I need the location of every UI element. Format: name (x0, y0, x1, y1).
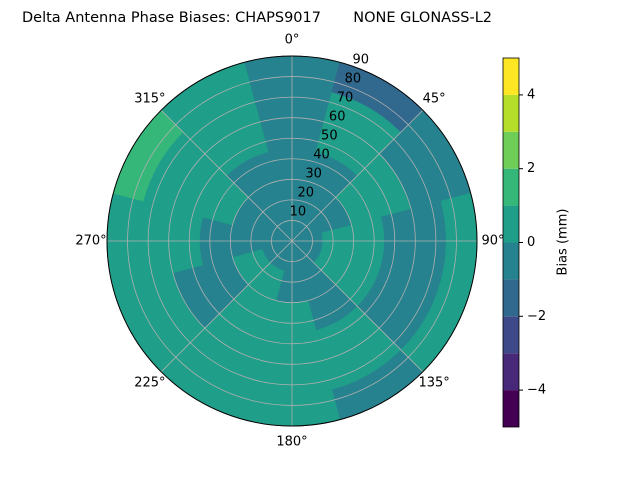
theta-tick-label: 315° (134, 91, 165, 106)
theta-tick-label: 0° (285, 33, 300, 48)
grid-spoke (160, 109, 293, 242)
theta-tick-label: 180° (276, 435, 307, 450)
theta-tick-label: 45° (423, 91, 446, 106)
grid-spoke (291, 109, 424, 242)
colorbar-label: Bias (mm) (556, 209, 571, 276)
r-tick-label: 80 (345, 72, 362, 87)
r-tick-label: 60 (329, 110, 346, 125)
colorbar-tick-label: 2 (527, 161, 535, 176)
colorbar-band (503, 168, 519, 206)
theta-tick-label: 225° (134, 376, 165, 391)
theta-tick-label: 270° (75, 234, 106, 249)
colorbar-tick-label: −4 (527, 383, 546, 398)
r-tick-label: 10 (290, 205, 307, 220)
colorbar-band (503, 94, 519, 132)
theta-tick-label: 135° (418, 376, 449, 391)
polar-frame (106, 55, 478, 427)
colorbar-band (503, 279, 519, 317)
colorbar-band (503, 316, 519, 354)
r-tick-label: 20 (297, 186, 314, 201)
colorbar-tick-label: 4 (527, 87, 535, 102)
r-tick-label: 50 (321, 129, 338, 144)
colorbar-band (503, 205, 519, 243)
colorbar-band (503, 58, 519, 95)
r-tick-label: 40 (313, 148, 330, 163)
grid-spoke (291, 240, 424, 373)
colorbar-band (503, 390, 519, 427)
colorbar-band (503, 242, 519, 280)
colorbar-band (503, 131, 519, 169)
colorbar-tick-label: 0 (527, 235, 535, 250)
colorbar-band (503, 353, 519, 391)
chart-title: Delta Antenna Phase Biases: CHAPS9017 NO… (22, 10, 492, 26)
grid-spoke (160, 240, 293, 373)
r-tick-label: 30 (305, 167, 322, 182)
theta-tick-label: 90° (481, 234, 504, 249)
r-tick-label: 90 (353, 53, 370, 68)
colorbar-tick-label: −2 (527, 309, 546, 324)
r-tick-label: 70 (337, 91, 354, 106)
